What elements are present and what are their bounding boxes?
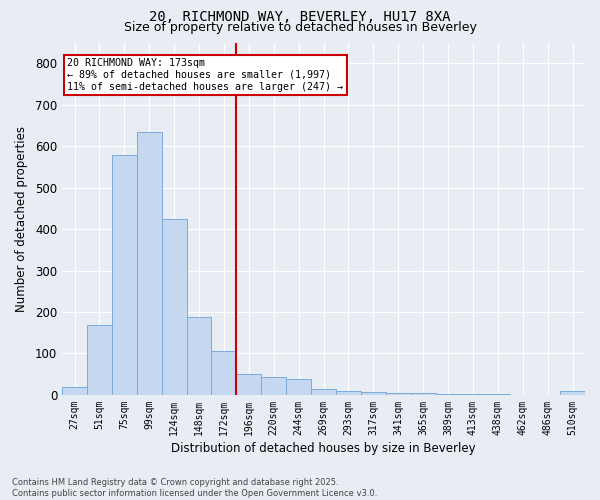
Bar xyxy=(137,132,161,395)
Bar xyxy=(410,393,436,395)
Bar xyxy=(87,326,112,395)
Bar xyxy=(485,394,510,395)
Bar xyxy=(386,393,410,395)
Text: Size of property relative to detached houses in Beverley: Size of property relative to detached ho… xyxy=(124,21,476,34)
Bar xyxy=(286,379,311,395)
Bar xyxy=(62,386,87,395)
Bar xyxy=(436,394,460,395)
Text: 20 RICHMOND WAY: 173sqm
← 89% of detached houses are smaller (1,997)
11% of semi: 20 RICHMOND WAY: 173sqm ← 89% of detache… xyxy=(67,58,343,92)
Y-axis label: Number of detached properties: Number of detached properties xyxy=(15,126,28,312)
X-axis label: Distribution of detached houses by size in Beverley: Distribution of detached houses by size … xyxy=(171,442,476,455)
Bar xyxy=(187,317,211,395)
Bar xyxy=(311,388,336,395)
Bar xyxy=(112,156,137,395)
Bar xyxy=(560,391,585,395)
Text: Contains HM Land Registry data © Crown copyright and database right 2025.
Contai: Contains HM Land Registry data © Crown c… xyxy=(12,478,377,498)
Bar xyxy=(361,392,386,395)
Bar xyxy=(161,218,187,395)
Bar xyxy=(261,377,286,395)
Bar xyxy=(336,391,361,395)
Bar xyxy=(460,394,485,395)
Text: 20, RICHMOND WAY, BEVERLEY, HU17 8XA: 20, RICHMOND WAY, BEVERLEY, HU17 8XA xyxy=(149,10,451,24)
Bar xyxy=(236,374,261,395)
Bar xyxy=(211,352,236,395)
